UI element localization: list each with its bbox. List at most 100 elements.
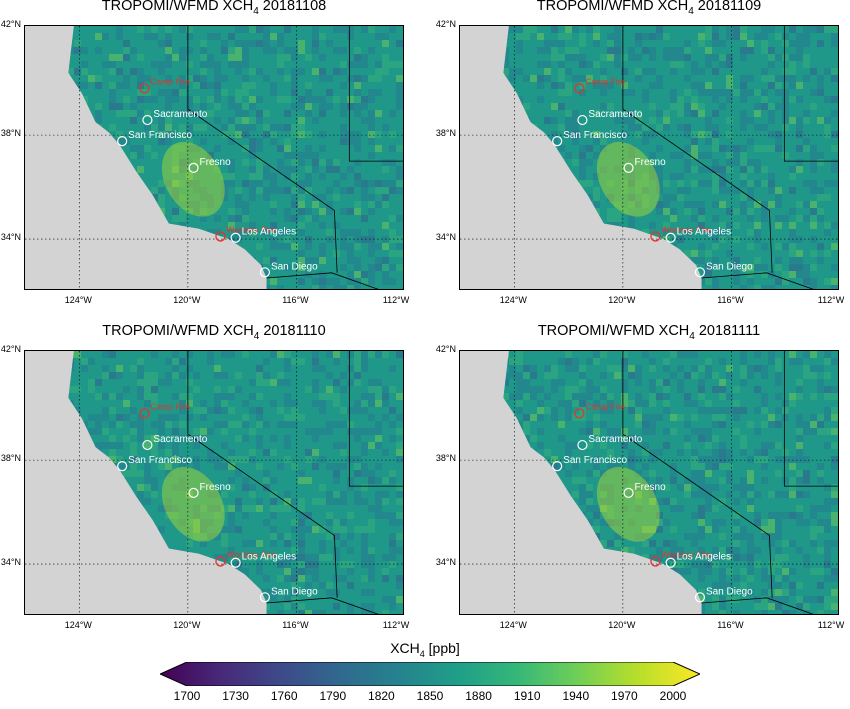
- lon-tick-label: 124°W: [64, 295, 92, 305]
- country-border: [266, 272, 379, 289]
- country-border: [701, 272, 814, 289]
- lon-tick-label: 112°W: [382, 620, 410, 630]
- lon-tick-label: 112°W: [382, 295, 410, 305]
- city-label: San Francisco: [563, 455, 627, 466]
- city-label: San Diego: [706, 261, 753, 272]
- colorbar-tick-label: 2000: [659, 689, 687, 703]
- fire-marker: [650, 231, 661, 242]
- city-marker: [665, 557, 676, 568]
- panel-title: TROPOMI/WFMD XCH4 20181109: [536, 0, 762, 17]
- map-panel: TROPOMI/WFMD XCH4 20181109 Camp Fire Wools…: [436, 0, 844, 305]
- lon-tick-label: 120°W: [173, 295, 201, 305]
- city-label: Sacramento: [153, 434, 207, 445]
- lat-tick-label: 34°N: [435, 557, 456, 568]
- panel-title: TROPOMI/WFMD XCH4 20181111: [537, 323, 761, 342]
- city-marker: [694, 592, 706, 603]
- lat-tick-label: 42°N: [0, 19, 21, 29]
- colorbar-tick-label: 1970: [611, 689, 638, 703]
- lat-tick-label: 38°N: [0, 128, 21, 139]
- city-marker: [230, 232, 241, 243]
- lat-tick-label: 42°N: [435, 344, 456, 354]
- panel-title: TROPOMI/WFMD XCH4 20181108: [101, 0, 327, 17]
- fire-label: Camp Fire: [585, 76, 625, 86]
- fire-label: Woolsey Fire: [661, 224, 711, 234]
- city-marker: [623, 162, 634, 173]
- lon-tick-label: 120°W: [608, 620, 636, 630]
- city-label: Los Angeles: [677, 552, 732, 563]
- city-marker: [188, 162, 199, 173]
- colorbar: [158, 661, 702, 687]
- city-label: Los Angeles: [242, 552, 297, 563]
- map-panel: TROPOMI/WFMD XCH4 20181111 Camp Fire Wools…: [436, 323, 844, 630]
- lat-tick-label: 38°N: [435, 453, 456, 464]
- fire-marker: [574, 408, 585, 419]
- lon-tick-label: 116°W: [282, 295, 309, 305]
- state-border: [348, 26, 403, 162]
- state-border: [348, 351, 403, 487]
- lat-tick-label: 34°N: [0, 232, 21, 243]
- fire-label: Camp Fire: [150, 401, 190, 411]
- lat-tick-label: 34°N: [435, 232, 456, 243]
- city-label: Los Angeles: [242, 227, 297, 238]
- city-label: Sacramento: [588, 109, 642, 120]
- state-border: [622, 26, 773, 273]
- city-marker: [259, 267, 271, 278]
- city-marker: [577, 114, 588, 126]
- city-marker: [230, 557, 241, 568]
- city-label: San Diego: [706, 586, 753, 597]
- lon-tick-label: 112°W: [817, 295, 845, 305]
- city-label: Fresno: [200, 157, 232, 168]
- colorbar-tick-label: 1700: [173, 689, 201, 703]
- city-label: San Francisco: [128, 130, 192, 141]
- fire-label: Woolsey Fire: [661, 549, 711, 559]
- fire-marker: [215, 556, 226, 567]
- colorbar-gradient: [158, 661, 702, 687]
- state-border: [783, 26, 838, 162]
- fire-marker: [650, 556, 661, 567]
- colorbar-tick-label: 1910: [513, 689, 541, 703]
- map-panel: TROPOMI/WFMD XCH4 20181110 Camp Fire Wools…: [1, 323, 409, 630]
- city-marker: [577, 439, 588, 451]
- colorbar-tick-label: 1730: [222, 689, 249, 703]
- map-panel: TROPOMI/WFMD XCH4 20181108 Camp Fire Wools…: [1, 0, 409, 305]
- colorbar-tick-label: 1790: [319, 689, 347, 703]
- city-label: San Diego: [271, 586, 318, 597]
- city-label: Fresno: [200, 482, 232, 493]
- city-label: Sacramento: [153, 109, 207, 120]
- lon-tick-label: 116°W: [717, 295, 744, 305]
- city-marker: [117, 135, 128, 147]
- fire-label: Woolsey Fire: [226, 549, 276, 559]
- colorbar-tick-label: 1820: [368, 689, 395, 703]
- lat-tick-label: 42°N: [0, 344, 21, 354]
- city-marker: [188, 487, 199, 498]
- lon-tick-label: 112°W: [817, 620, 845, 630]
- colorbar-label: XCH4 [ppb]: [390, 640, 460, 659]
- city-label: San Francisco: [563, 130, 627, 141]
- city-marker: [142, 439, 153, 451]
- fire-label: Camp Fire: [585, 401, 625, 411]
- city-marker: [623, 487, 634, 498]
- fire-marker: [574, 83, 585, 94]
- fire-marker: [139, 408, 150, 419]
- lon-tick-label: 120°W: [608, 295, 636, 305]
- city-marker: [694, 267, 706, 278]
- map-area: Camp Fire Woolsey Fire Sacramento San Franc…: [24, 25, 404, 290]
- colorbar-tick-label: 1760: [270, 689, 298, 703]
- city-marker: [142, 114, 153, 126]
- state-border: [622, 351, 773, 598]
- map-area: Camp Fire Woolsey Fire Sacramento San Franc…: [459, 350, 839, 615]
- lon-tick-label: 124°W: [64, 620, 92, 630]
- city-label: Sacramento: [588, 434, 642, 445]
- lat-tick-label: 34°N: [0, 557, 21, 568]
- city-marker: [552, 460, 563, 472]
- city-marker: [259, 592, 271, 603]
- city-marker: [552, 135, 563, 147]
- colorbar-tick-label: 1850: [416, 689, 444, 703]
- city-marker: [665, 232, 676, 243]
- panel-title: TROPOMI/WFMD XCH4 20181110: [102, 323, 326, 342]
- lon-tick-label: 120°W: [173, 620, 201, 630]
- colorbar-tick-label: 1880: [465, 689, 492, 703]
- colorbar-tick-label: 1940: [562, 689, 590, 703]
- country-border: [266, 597, 379, 614]
- map-area: Camp Fire Woolsey Fire Sacramento San Franc…: [459, 25, 839, 290]
